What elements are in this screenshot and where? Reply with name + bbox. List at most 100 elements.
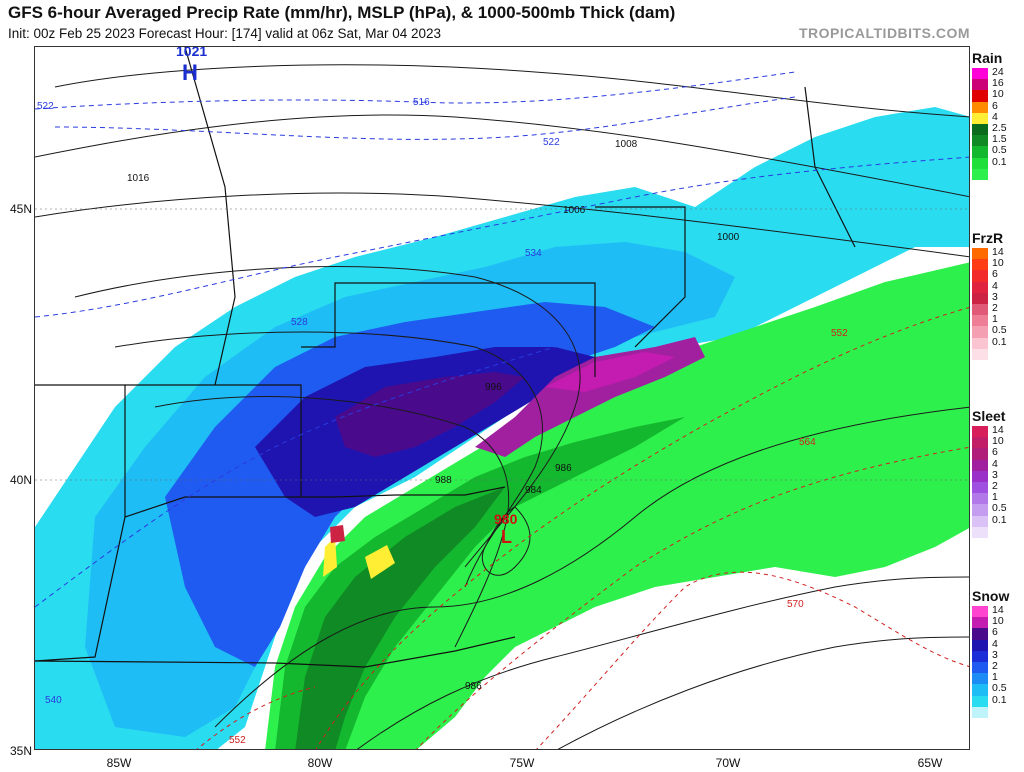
legend-swatch xyxy=(972,504,988,516)
legend-row: 0.5 xyxy=(972,325,1024,338)
isobar-label: 988 xyxy=(435,475,452,486)
thickness-label: 528 xyxy=(291,317,308,328)
thickness-label: 552 xyxy=(229,735,246,746)
legend-swatch xyxy=(972,673,988,685)
legend-items: 24 16 10 6 4 2.5 1.5 0.5 0.1 xyxy=(972,66,1024,180)
thickness-line xyxy=(54,96,796,140)
thickness-label: 552 xyxy=(831,328,848,339)
legend-label: 2.5 xyxy=(992,121,1007,134)
legend-row: 6 xyxy=(972,627,1024,640)
legend-swatch xyxy=(972,248,988,260)
border-line xyxy=(35,636,516,668)
legend-row: 14 xyxy=(972,246,1024,260)
legend-swatch xyxy=(972,639,988,651)
legend-row: 1.5 xyxy=(972,133,1024,147)
rain-darkgreen-region xyxy=(275,417,685,749)
isobar-label: 986 xyxy=(465,681,482,692)
legend-row xyxy=(972,526,1024,538)
thickness-label: 522 xyxy=(543,137,560,148)
legend-row: 0.1 xyxy=(972,693,1024,707)
border-line xyxy=(184,47,236,386)
legend-swatch xyxy=(972,315,988,327)
legend-swatch xyxy=(972,695,988,707)
legend-title: Rain xyxy=(972,50,1003,66)
legend-label: 1 xyxy=(992,671,998,684)
legend-label: 24 xyxy=(992,66,1004,78)
border-line xyxy=(301,282,596,377)
isobar-label: 1000 xyxy=(717,232,740,243)
thickness-line xyxy=(35,346,556,608)
legend-sleet: Sleet 14 10 6 4 3 2 1 0.5 0.1 xyxy=(972,408,1024,538)
lon-label-80w: 80W xyxy=(307,756,333,770)
thickness-line xyxy=(536,571,969,749)
legend-row: 1 xyxy=(972,491,1024,505)
legend-row: 10 xyxy=(972,435,1024,449)
legend-swatch xyxy=(972,292,988,304)
legend-row: 0.1 xyxy=(972,335,1024,349)
legend-label: 10 xyxy=(992,615,1004,628)
mix-red-region xyxy=(330,525,345,543)
lon-label-70w: 70W xyxy=(715,756,741,770)
rain-forest-region xyxy=(295,487,505,749)
legend-label: 0.1 xyxy=(992,693,1007,706)
legend-row: 0.5 xyxy=(972,502,1024,516)
legend-swatch xyxy=(972,90,988,102)
legend-label: 3 xyxy=(992,290,998,303)
thickness-line xyxy=(35,71,796,110)
legend-swatch xyxy=(972,661,988,674)
legend-swatch xyxy=(972,135,988,147)
legend-row: 10 xyxy=(972,615,1024,629)
isobar-line xyxy=(35,192,969,258)
header: GFS 6-hour Averaged Precip Rate (mm/hr),… xyxy=(0,0,1024,46)
high-pressure-letter: H xyxy=(182,60,198,85)
legend-label: 10 xyxy=(992,88,1004,101)
isobar-line xyxy=(35,114,969,198)
legend-title: Snow xyxy=(972,588,1010,604)
legend-row: 1 xyxy=(972,671,1024,685)
legend-swatch xyxy=(972,493,988,505)
legend-label: 0.1 xyxy=(992,335,1007,348)
isobar-label: 1016 xyxy=(127,173,150,184)
legend-label: 4 xyxy=(992,279,998,292)
legend-swatch xyxy=(972,281,988,293)
legend-items: 14 10 6 4 3 2 1 0.5 0.1 xyxy=(972,246,1024,360)
legend-swatch xyxy=(972,101,988,113)
isobar-label: 996 xyxy=(485,382,502,393)
legend-row: 0.5 xyxy=(972,683,1024,696)
high-pressure-value: 1021 xyxy=(176,47,207,59)
thickness-label: 570 xyxy=(787,599,804,610)
legend-row: 16 xyxy=(972,77,1024,91)
legend-row: 14 xyxy=(972,424,1024,438)
legend-label: 2 xyxy=(992,479,998,492)
legend-swatch xyxy=(972,628,988,640)
legend-swatch xyxy=(972,270,988,282)
legend-row: 6 xyxy=(972,269,1024,282)
isobar-line xyxy=(214,406,969,728)
legend-row: 3 xyxy=(972,649,1024,662)
legend-label: 1.5 xyxy=(992,133,1007,146)
legend-swatch xyxy=(972,123,988,136)
rain-green-region xyxy=(265,262,969,749)
legend-row: 4 xyxy=(972,638,1024,651)
legend-row: 14 xyxy=(972,604,1024,618)
legend-swatch xyxy=(972,146,988,158)
legend-label: 14 xyxy=(992,604,1004,616)
legend-swatch xyxy=(972,459,988,471)
legend-label: 10 xyxy=(992,257,1004,270)
isobar-line xyxy=(154,396,510,648)
legend-items: 14 10 6 4 3 2 1 0.5 0.1 xyxy=(972,604,1024,718)
mix-pink-region xyxy=(545,352,675,392)
legend-swatch xyxy=(972,606,988,618)
thickness-label: 564 xyxy=(799,437,816,448)
thickness-label: 516 xyxy=(413,97,430,108)
snow-blue-region xyxy=(165,302,655,667)
legend-swatch xyxy=(972,337,988,349)
legend-swatch xyxy=(972,426,988,438)
lon-label-65w: 65W xyxy=(917,756,943,770)
legend-row: 10 xyxy=(972,257,1024,271)
legend-label: 0.5 xyxy=(992,502,1007,515)
legend-swatch xyxy=(972,684,988,696)
legend-label: 4 xyxy=(992,110,998,123)
legend-swatch xyxy=(972,650,988,662)
legend-row: 2.5 xyxy=(972,121,1024,136)
